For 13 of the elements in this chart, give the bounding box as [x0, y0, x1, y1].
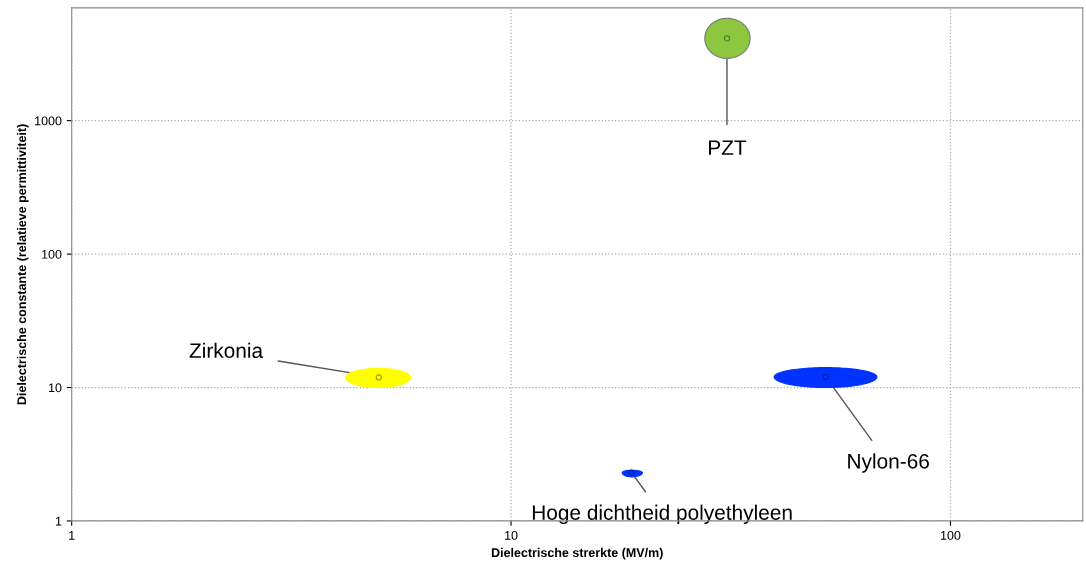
y-tick-label: 100: [42, 249, 62, 259]
x-tick-label: 1: [69, 531, 75, 540]
text: Zirkonia: [189, 342, 264, 359]
text: Hoge dichtheid polyethyleen: [532, 504, 792, 525]
x-tick-label: 10: [505, 530, 518, 540]
x-axis-title: Dielectrische strerkte (MV/m): [491, 547, 663, 560]
text: Nylon-66: [848, 453, 929, 473]
y-tick-label: 10: [49, 383, 62, 393]
text: PZT: [709, 140, 747, 155]
y-tick-label: 1000: [35, 116, 62, 126]
y-axis-title: Dielectrische constante (relatieve permittiviteit): [16, 124, 29, 405]
y-tick-label: 1: [55, 516, 62, 526]
x-tick-label: 100: [941, 530, 961, 540]
